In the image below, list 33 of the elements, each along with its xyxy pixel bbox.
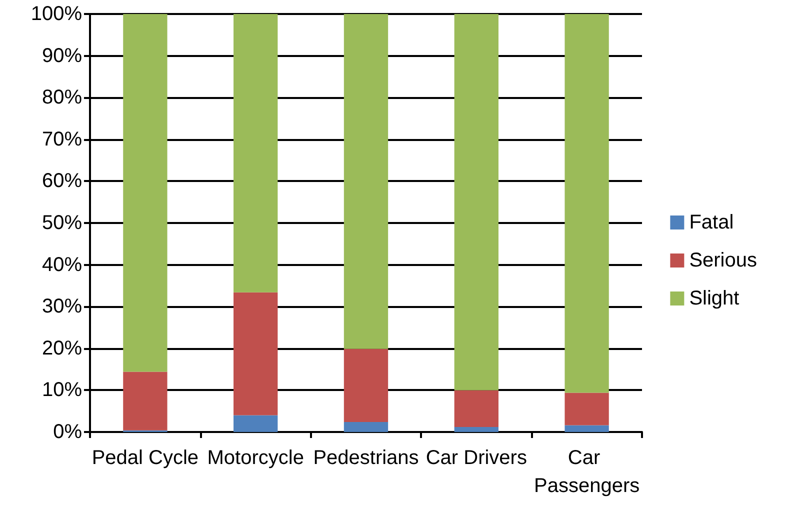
y-tick-label: 80% [42, 86, 82, 109]
bar [454, 426, 498, 432]
bar [344, 14, 388, 349]
y-tick-label: 70% [42, 128, 82, 150]
x-tick-label: Motorcycle [207, 447, 304, 469]
bar [344, 348, 388, 422]
bar [234, 415, 278, 432]
y-tick-label: 60% [42, 170, 82, 192]
y-tick-label: 50% [42, 212, 82, 234]
bar [454, 390, 498, 427]
bar [123, 14, 168, 372]
bar [123, 372, 168, 430]
y-tick-label: 90% [42, 44, 82, 67]
x-tick-label: Car Passengers [534, 447, 640, 497]
legend-label: Slight [689, 288, 740, 310]
y-tick-label: 100% [30, 3, 82, 25]
y-tick-label: 30% [42, 296, 82, 318]
y-tick-label: 0% [53, 421, 82, 443]
bar [344, 422, 388, 432]
x-tick-label: Pedestrians [313, 447, 419, 469]
bar [564, 14, 609, 393]
y-tick-label: 40% [42, 254, 82, 276]
legend-label: Fatal [689, 212, 734, 234]
bar [234, 292, 278, 416]
y-tick-label: 20% [42, 337, 82, 360]
x-tick-label: Pedal Cycle [92, 447, 199, 469]
bar [564, 425, 609, 432]
y-tick-label: 10% [42, 379, 82, 402]
legend-label: Serious [689, 250, 757, 272]
x-tick-label: Car Drivers [426, 447, 527, 469]
bar [454, 14, 498, 390]
bar [564, 392, 609, 426]
bar [234, 14, 278, 292]
